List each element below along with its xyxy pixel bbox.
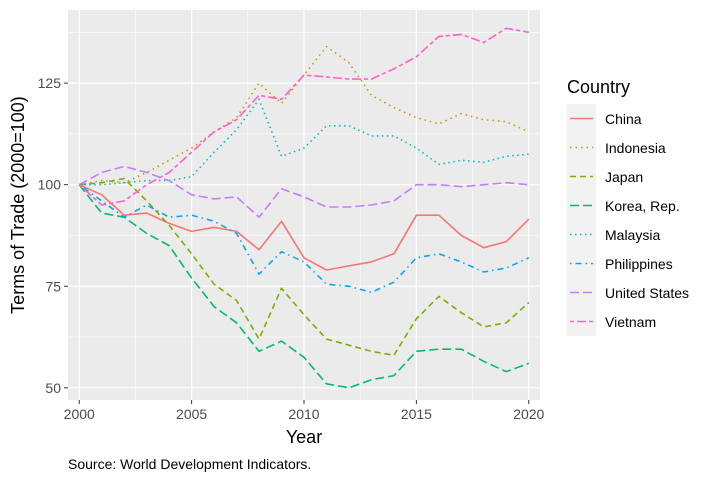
x-tick-label: 2010 [288, 406, 319, 422]
y-tick-label: 100 [38, 177, 62, 193]
x-tick-label: 2020 [513, 406, 544, 422]
series-layer [78, 27, 530, 389]
series-line-china [78, 183, 530, 271]
series-line-vietnam [78, 27, 529, 206]
x-tick-label: 2005 [176, 406, 207, 422]
series-line-korea-rep [78, 184, 530, 389]
legend-label: United States [605, 285, 689, 301]
series-line-philippines [78, 184, 530, 294]
y-tick-label: 75 [45, 278, 61, 294]
y-axis-title: Terms of Trade (2000=100) [8, 96, 28, 314]
axis-layer: 2000 2005 2010 2015 2020 50 75 100 125 [38, 75, 545, 422]
x-tick-label: 2015 [401, 406, 432, 422]
series-line-japan [79, 177, 530, 357]
grid-layer [68, 10, 540, 400]
legend-label: Japan [605, 169, 643, 185]
legend-label: China [605, 111, 642, 127]
y-tick-label: 125 [38, 75, 62, 91]
x-tick-label: 2000 [64, 406, 95, 422]
caption: Source: World Development Indicators. [68, 456, 311, 472]
legend-items: China Indonesia Japan Korea, Rep. Malaysia Ph… [567, 104, 689, 336]
x-axis-title: Year [286, 427, 322, 447]
y-tick-label: 50 [45, 380, 61, 396]
legend-label: Korea, Rep. [605, 198, 680, 214]
legend-label: Philippines [605, 256, 673, 272]
legend-label: Malaysia [605, 227, 660, 243]
legend-title: Country [567, 77, 630, 97]
legend: Country China Indonesia Japan Korea, Rep. Ma… [567, 77, 689, 336]
series-line-united-states [78, 165, 529, 218]
legend-label: Indonesia [605, 140, 666, 156]
legend-label: Vietnam [605, 314, 656, 330]
